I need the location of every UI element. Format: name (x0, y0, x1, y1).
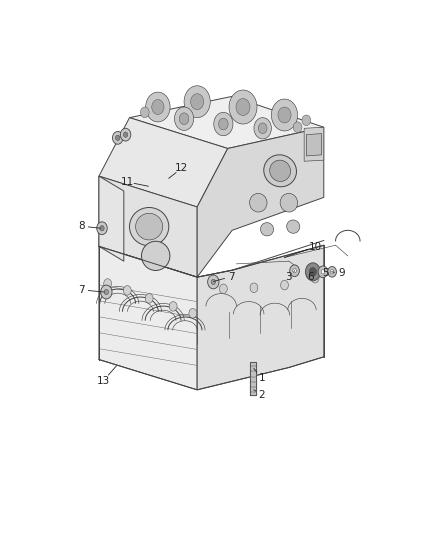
Text: 9: 9 (338, 269, 345, 278)
Circle shape (219, 284, 227, 294)
Polygon shape (306, 134, 321, 156)
Circle shape (305, 263, 320, 281)
Text: 3: 3 (286, 272, 292, 282)
Circle shape (302, 115, 311, 126)
Text: 8: 8 (78, 221, 85, 231)
Circle shape (278, 107, 291, 123)
Polygon shape (197, 245, 324, 390)
Text: 10: 10 (308, 242, 321, 252)
Circle shape (100, 225, 104, 231)
Circle shape (250, 283, 258, 293)
Circle shape (254, 118, 272, 139)
Ellipse shape (280, 193, 297, 212)
Circle shape (229, 90, 257, 124)
Circle shape (318, 266, 328, 278)
Circle shape (104, 279, 112, 288)
Circle shape (214, 112, 233, 136)
Text: 1: 1 (258, 373, 265, 383)
Polygon shape (130, 96, 324, 149)
Polygon shape (99, 176, 197, 277)
Circle shape (124, 286, 131, 295)
Circle shape (113, 132, 123, 144)
Ellipse shape (270, 160, 290, 181)
Circle shape (124, 132, 128, 138)
Circle shape (104, 289, 109, 295)
Circle shape (293, 269, 296, 273)
Polygon shape (99, 118, 228, 207)
Circle shape (293, 122, 302, 133)
Circle shape (330, 270, 334, 274)
Text: 11: 11 (121, 177, 134, 187)
Ellipse shape (264, 155, 297, 187)
Ellipse shape (287, 220, 300, 233)
Circle shape (311, 273, 319, 283)
Text: 12: 12 (175, 163, 188, 173)
Polygon shape (99, 246, 197, 390)
Ellipse shape (261, 223, 274, 236)
Circle shape (211, 279, 215, 285)
Circle shape (309, 268, 316, 276)
Ellipse shape (250, 193, 267, 212)
Circle shape (141, 107, 149, 118)
Ellipse shape (141, 241, 170, 270)
Circle shape (258, 123, 267, 134)
Circle shape (179, 113, 189, 125)
Ellipse shape (136, 213, 162, 240)
Circle shape (208, 275, 219, 289)
Text: 13: 13 (97, 376, 110, 386)
Text: 6: 6 (307, 272, 314, 282)
Polygon shape (304, 127, 324, 161)
Circle shape (290, 265, 299, 277)
Circle shape (145, 294, 153, 303)
Text: 5: 5 (323, 269, 329, 278)
Circle shape (101, 285, 112, 299)
Circle shape (116, 135, 120, 141)
Ellipse shape (130, 207, 169, 246)
Text: 2: 2 (258, 390, 265, 400)
Circle shape (174, 107, 194, 131)
Circle shape (328, 266, 336, 277)
Circle shape (169, 302, 177, 311)
Polygon shape (99, 176, 124, 261)
Circle shape (120, 128, 131, 141)
Circle shape (97, 222, 107, 235)
Circle shape (189, 309, 197, 318)
Circle shape (152, 100, 164, 115)
Circle shape (191, 94, 204, 110)
Polygon shape (197, 127, 324, 277)
Circle shape (272, 99, 297, 131)
Circle shape (184, 86, 210, 118)
Circle shape (236, 99, 250, 116)
Circle shape (146, 92, 170, 122)
Circle shape (219, 118, 228, 130)
Circle shape (321, 270, 325, 274)
Text: 7: 7 (78, 285, 85, 295)
Circle shape (281, 280, 288, 290)
Text: 7: 7 (228, 272, 234, 281)
